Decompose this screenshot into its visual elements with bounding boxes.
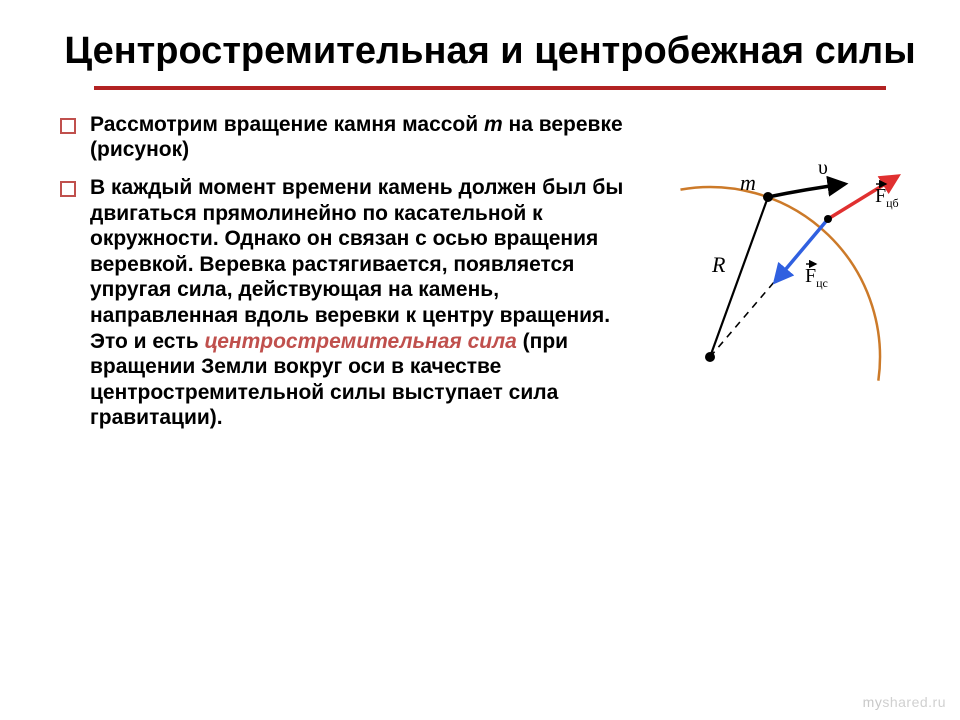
svg-text:m: m (740, 170, 756, 195)
bullet-1-text: Рассмотрим вращение камня массой m на ве… (90, 112, 640, 163)
bullet-marker-icon (60, 181, 76, 197)
label-v: υ (818, 162, 829, 179)
title-rule (94, 86, 885, 90)
bullet-1-prefix: Рассмотрим вращение камня массой (90, 113, 484, 136)
label-m: m (740, 170, 756, 195)
bullet-2: В каждый момент времени камень должен бы… (60, 175, 640, 431)
bullet-2-em: центростремительная сила (204, 330, 516, 353)
page-title: Центростремительная и центробежная силы (60, 30, 920, 74)
physics-diagram: mRυFцбFцс (650, 162, 910, 382)
bullet-1: Рассмотрим вращение камня массой m на ве… (60, 112, 640, 163)
watermark-my: my (863, 694, 883, 710)
label-R: R (711, 252, 726, 277)
slide: Центростремительная и центробежная силы … (0, 0, 960, 720)
bullet-2-text: В каждый момент времени камень должен бы… (90, 175, 640, 431)
bullet-1-mvar: m (484, 113, 503, 136)
svg-text:R: R (711, 252, 726, 277)
bullet-marker-icon (60, 118, 76, 134)
watermark-ru: .ru (928, 694, 946, 710)
watermark: myshared.ru (863, 694, 946, 710)
watermark-shared: shared (882, 694, 928, 710)
svg-text:υ: υ (818, 162, 828, 179)
bullet-2-prefix: В каждый момент времени камень должен бы… (90, 176, 623, 353)
diagram-column: mRυFцбFцс (650, 112, 920, 387)
text-column: Рассмотрим вращение камня массой m на ве… (60, 112, 650, 443)
content-row: Рассмотрим вращение камня массой m на ве… (60, 112, 920, 443)
